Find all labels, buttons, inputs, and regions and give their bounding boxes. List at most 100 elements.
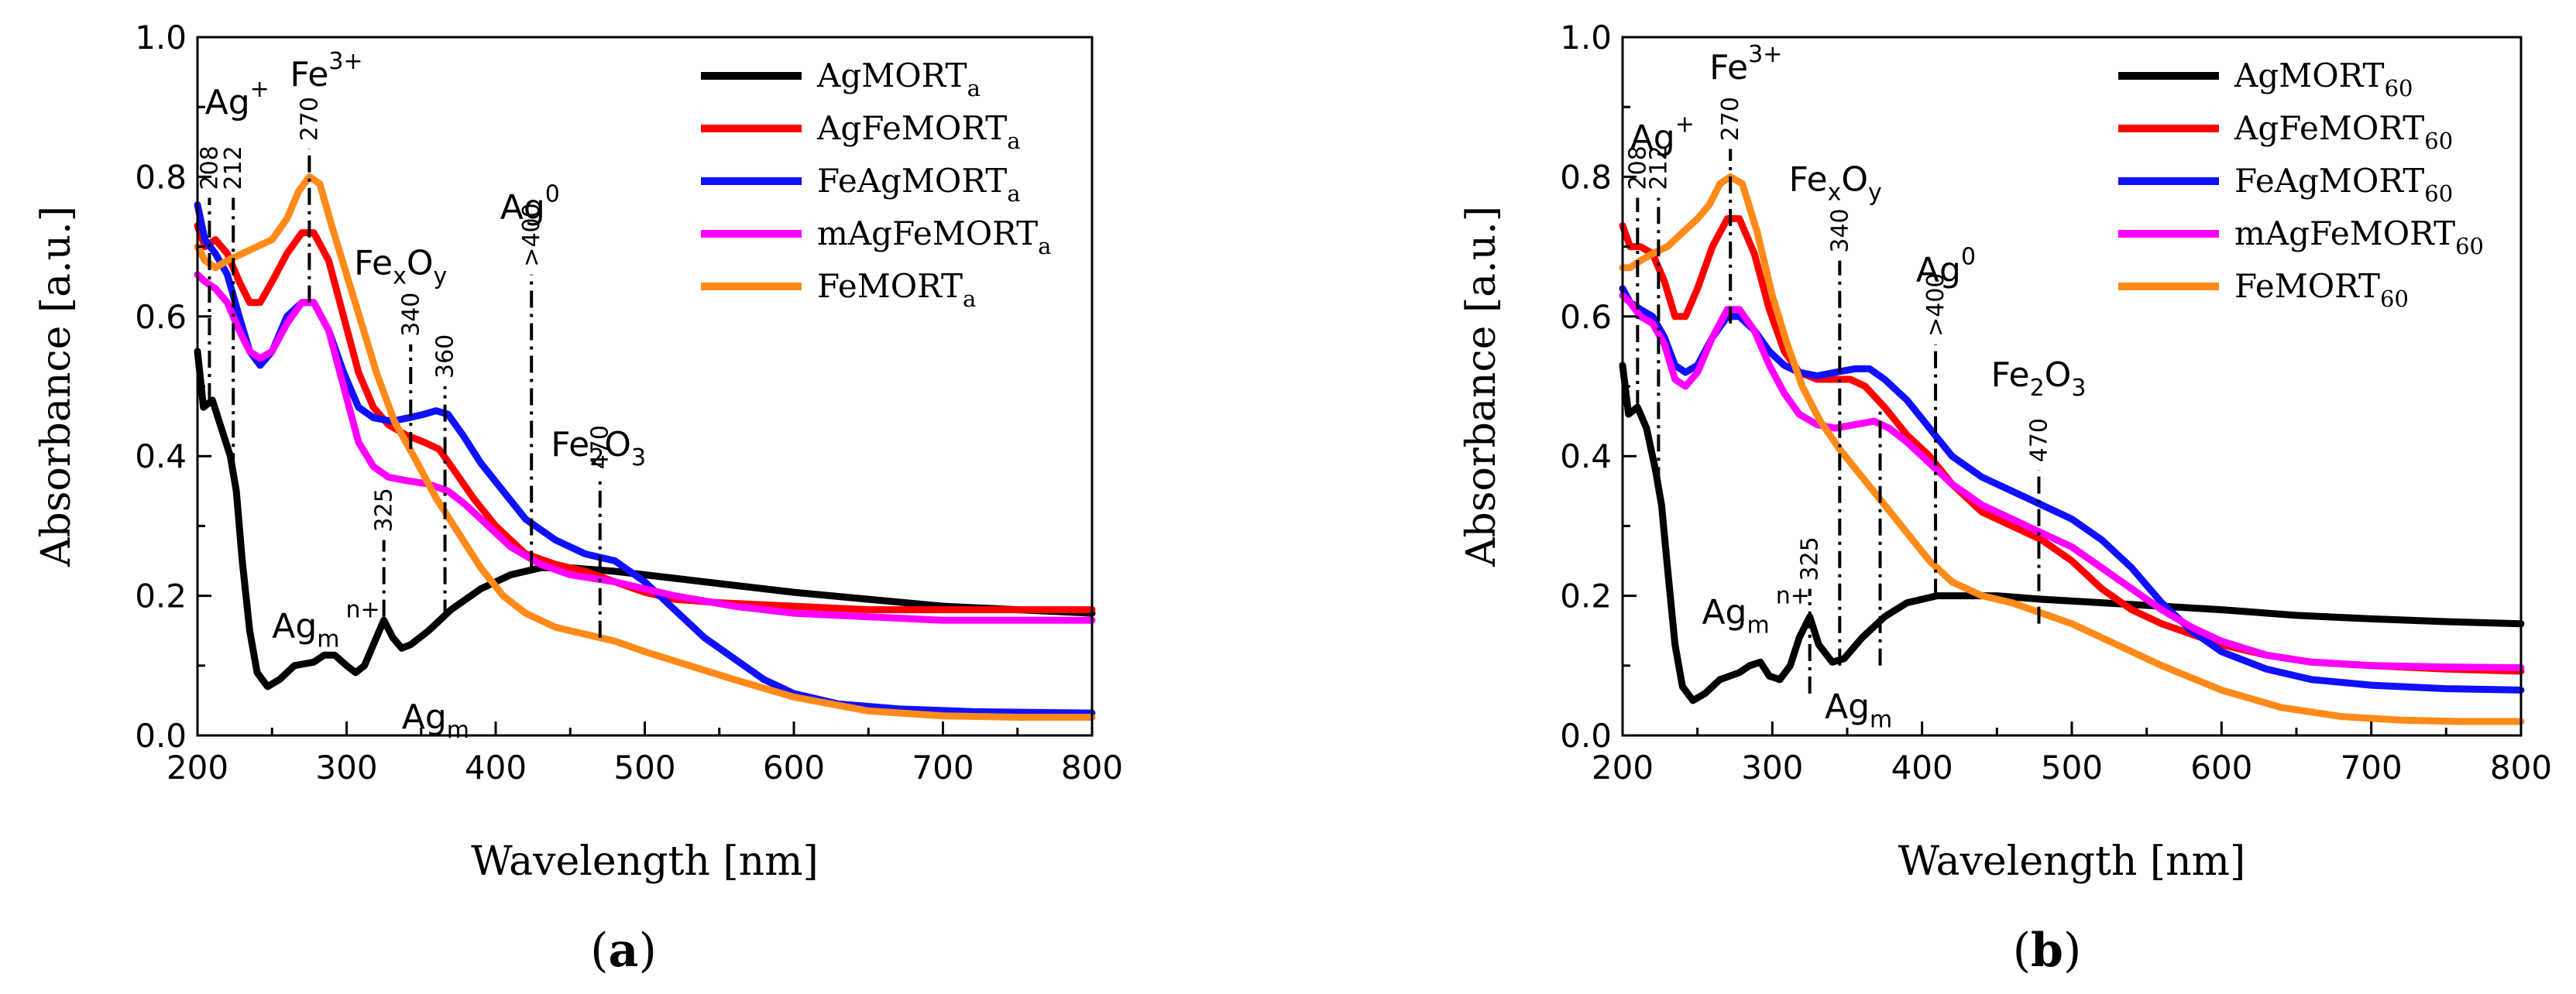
x-axis-title: Wavelength [nm]	[1898, 838, 2246, 885]
x-tick-label: 700	[2341, 749, 2403, 787]
species-annotation: Agm	[402, 698, 469, 744]
annotation-base: Fe	[290, 55, 328, 94]
legend-entry-agmort: AgMORT60	[2234, 57, 2413, 101]
annotation-base: Ag	[500, 188, 545, 228]
legend-entry-agfemort: AgFeMORT60	[2234, 109, 2453, 154]
reference-line-label: 325	[371, 488, 398, 532]
annotation-base: Fe	[1991, 355, 2030, 395]
legend-entry-name: mAgFeMORT	[817, 214, 1038, 252]
annotation-subscript: m	[447, 717, 469, 744]
x-tick-label: 600	[763, 749, 825, 787]
legend-entry-name: mAgFeMORT	[2234, 214, 2455, 252]
annotation-middle: O	[407, 244, 434, 283]
annotation-superscript: 0	[545, 181, 560, 208]
legend-entry-subscript: 60	[2424, 180, 2453, 207]
annotation-base: Fe	[1789, 159, 1828, 199]
x-axis-title: Wavelength [nm]	[471, 838, 819, 885]
annotation-superscript: n+	[1776, 583, 1810, 610]
annotation-superscript: 0	[1961, 244, 1976, 271]
series-line-magfemort-60	[1619, 292, 2525, 671]
legend-entry-subscript: 60	[2455, 233, 2484, 259]
reference-line-label: 208	[196, 146, 223, 190]
legend-entry-subscript: 60	[2385, 75, 2413, 101]
species-annotation: Fe2O3	[1991, 355, 2087, 402]
x-tick-label: 200	[1592, 749, 1654, 787]
legend-entry-name: FeMORT	[817, 267, 963, 305]
series-line-magfemort-a	[194, 271, 1096, 624]
x-tick-label: 800	[2490, 749, 2552, 787]
series-line-femort-a	[194, 173, 1096, 721]
legend-entry-name: AgMORT	[2234, 57, 2385, 94]
legend-entry-name: AgMORT	[816, 57, 967, 94]
annotation-base: Ag	[402, 698, 447, 737]
species-annotation: Fe2O3	[551, 425, 646, 471]
annotation-subscript: y	[1868, 179, 1882, 206]
series-line-agmort-60	[1619, 362, 2525, 704]
x-tick-label: 700	[912, 749, 974, 787]
legend-entry-subscript: a	[963, 286, 976, 312]
x-tick-label: 500	[2041, 749, 2103, 787]
annotation-subscript: 3	[631, 444, 646, 471]
annotation-superscript: +	[250, 76, 270, 103]
species-annotation: Agm n+	[1702, 583, 1809, 639]
reference-line-label: >400	[518, 203, 545, 266]
reference-line-label: 340	[397, 293, 424, 337]
annotation-subscript: x	[1828, 179, 1842, 206]
annotation-base: Ag	[272, 607, 317, 646]
panel-label: (a)	[590, 924, 657, 978]
reference-line-label: 325	[1797, 536, 1824, 581]
species-annotation: Ag0	[500, 181, 560, 228]
series-line-agmort-a	[194, 348, 1096, 691]
legend-entry-agfemort: AgFeMORTa	[816, 109, 1021, 154]
annotation-base: Ag	[1825, 687, 1870, 726]
annotation-subscript: m	[1870, 706, 1892, 733]
annotation-base: Ag	[1702, 593, 1747, 632]
annotation-base: Fe	[1709, 48, 1748, 87]
y-tick-label: 0.0	[1560, 717, 1612, 755]
annotation-base: Ag	[1630, 118, 1675, 157]
legend-entry-subscript: 60	[2380, 286, 2409, 312]
legend-entry-name: AgFeMORT	[816, 109, 1007, 147]
y-tick-label: 0.2	[1560, 578, 1612, 615]
x-tick-label: 400	[1891, 749, 1953, 787]
annotation-subscript: m	[1747, 612, 1769, 639]
annotation-subscript: 2	[2030, 375, 2045, 402]
legend-entry-femort: FeMORT60	[2234, 267, 2409, 312]
legend-entry-name: FeAgMORT	[2234, 162, 2424, 200]
species-annotation: Ag+	[205, 76, 270, 122]
y-tick-label: 1.0	[135, 19, 187, 57]
annotation-middle: O	[604, 425, 631, 464]
legend-entry-name: FeMORT	[2234, 267, 2380, 305]
species-annotation: Ag+	[1630, 111, 1695, 157]
species-annotation: Fe3+	[1709, 41, 1782, 87]
reference-line-label: 270	[1717, 97, 1744, 141]
y-tick-label: 0.6	[135, 298, 187, 336]
legend-entry-feagmort: FeAgMORT60	[2234, 162, 2453, 207]
legend-entry-magfemort: mAgFeMORTa	[817, 214, 1051, 259]
panel-label-letter: b	[2031, 924, 2063, 978]
species-annotation: FexOy	[1789, 159, 1882, 206]
reference-line-label: 212	[1645, 146, 1672, 190]
annotation-superscript: +	[1675, 111, 1695, 138]
legend-entry-subscript: a	[1007, 128, 1020, 154]
annotation-subscript: 2	[589, 444, 604, 471]
annotation-base: Ag	[205, 83, 250, 122]
legend-entry-feagmort: FeAgMORTa	[817, 162, 1021, 207]
y-tick-label: 0.4	[135, 437, 187, 475]
x-tick-label: 300	[315, 749, 377, 787]
panel-label-open: (	[590, 924, 608, 978]
legend-entry-agmort: AgMORTa	[816, 57, 981, 101]
legend-entry-subscript: 60	[2424, 128, 2453, 154]
reference-line-label: 208	[1624, 146, 1651, 190]
annotation-middle: O	[2045, 355, 2072, 395]
reference-line-label: >400	[1922, 272, 1949, 336]
legend-entry-name: FeAgMORT	[817, 162, 1007, 200]
reference-line-label: 470	[587, 425, 614, 469]
annotation-subscript: 3	[2071, 375, 2086, 402]
panel-label: (b)	[2013, 924, 2082, 978]
x-tick-label: 500	[613, 749, 675, 787]
legend-entry-subscript: a	[1007, 180, 1020, 207]
panel-label-close: )	[638, 924, 656, 978]
annotation-superscript: n+	[346, 597, 380, 624]
